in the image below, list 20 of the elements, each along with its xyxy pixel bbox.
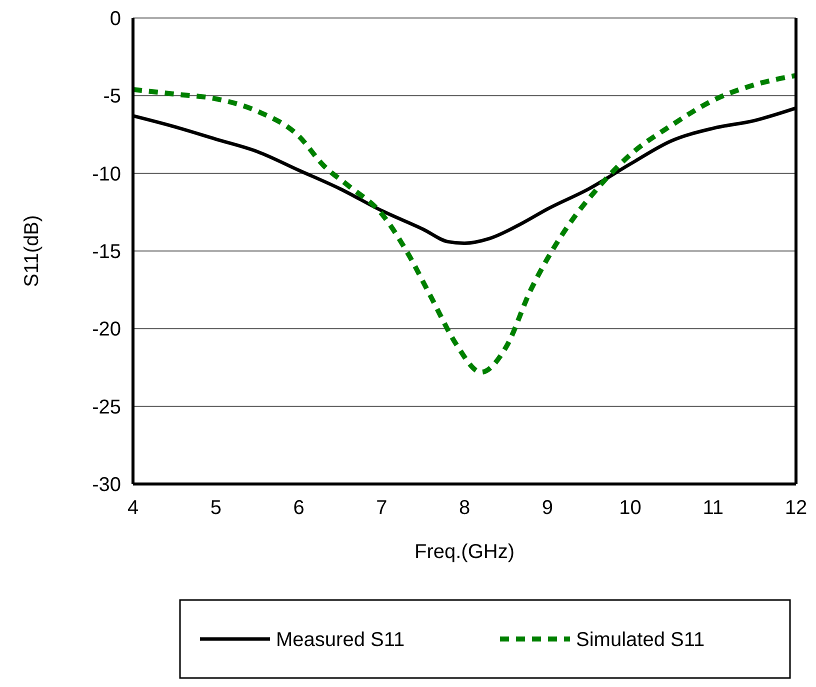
y-tick-label: 0 <box>110 8 121 30</box>
x-tick-label: 9 <box>542 497 553 519</box>
y-tick-label: -20 <box>92 318 121 341</box>
x-axis-title: Freq.(GHz) <box>414 541 514 563</box>
x-tick-label: 8 <box>458 497 470 519</box>
y-tick-label: -5 <box>103 86 121 108</box>
x-tick-label: 4 <box>127 497 139 519</box>
x-tick-label: 12 <box>784 497 808 519</box>
x-tick-label: 11 <box>702 497 724 519</box>
x-tick-label: 10 <box>619 497 642 519</box>
x-tick-label: 6 <box>293 497 304 519</box>
x-tick-label: 5 <box>210 497 222 519</box>
legend-label: Measured S11 <box>276 629 405 651</box>
y-tick-label: -15 <box>92 241 121 263</box>
legend-label: Simulated S11 <box>576 629 705 651</box>
y-tick-label: -10 <box>92 163 121 186</box>
x-tick-label: 7 <box>376 497 388 519</box>
y-axis-title: S11(dB) <box>21 215 43 287</box>
y-tick-label: -25 <box>92 396 121 418</box>
y-tick-label: -30 <box>92 474 121 496</box>
